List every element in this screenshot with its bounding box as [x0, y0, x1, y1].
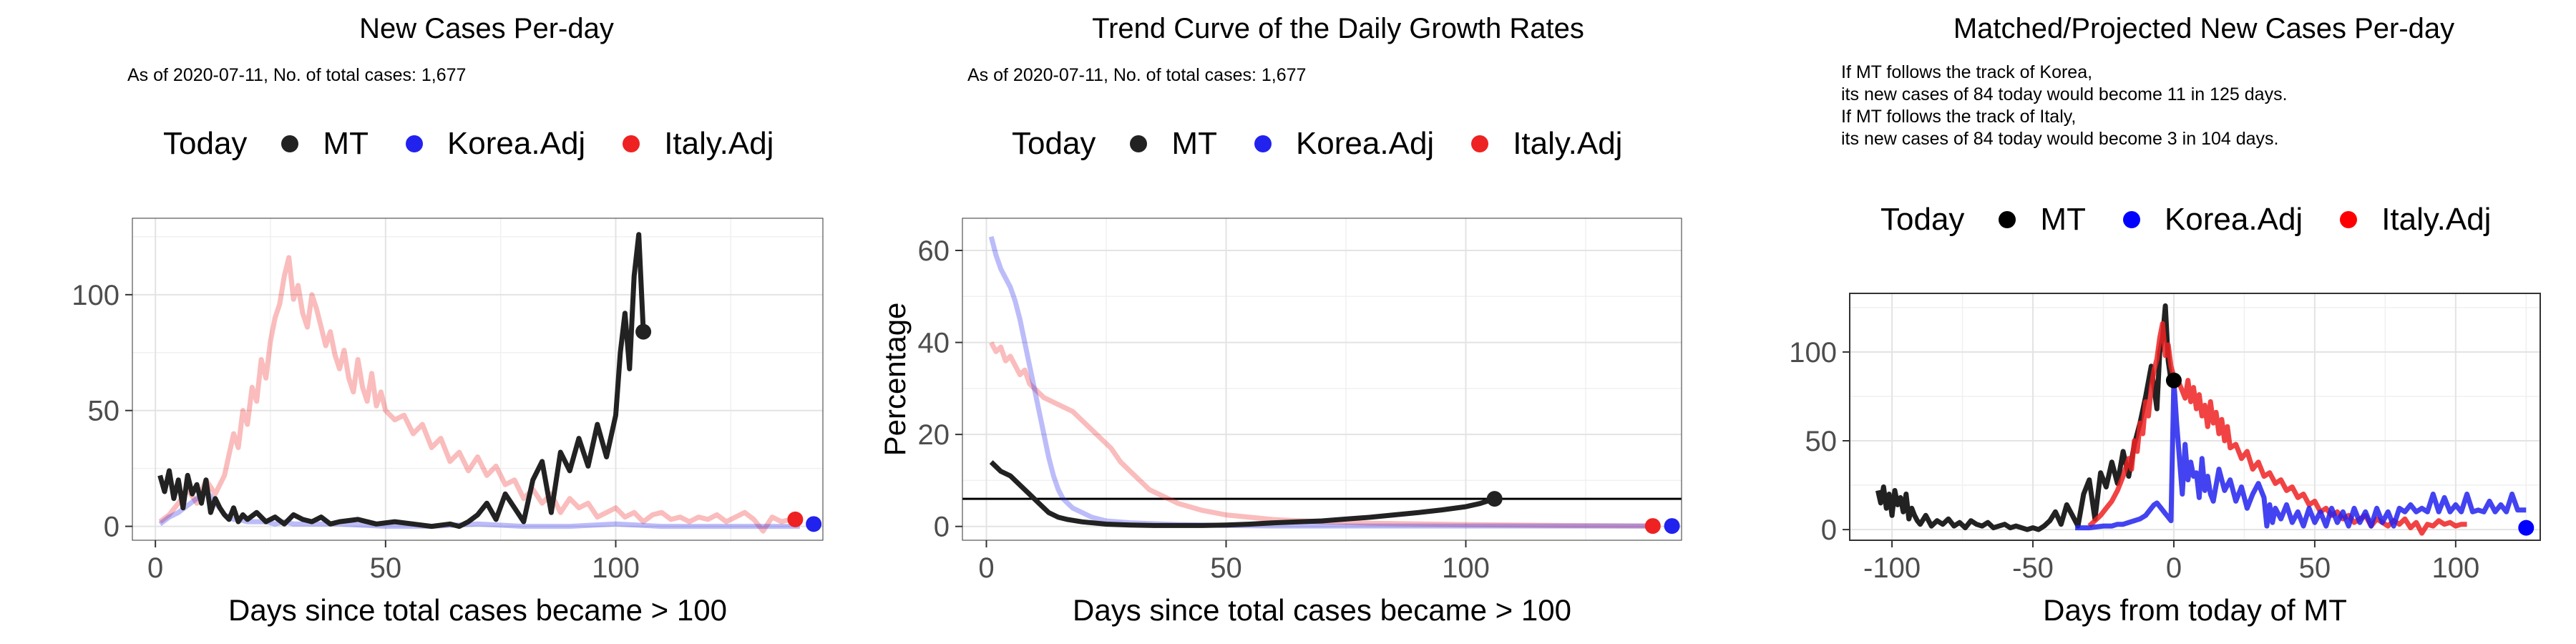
plot-border: [962, 218, 1682, 541]
legend-mt-marker: [1130, 135, 1148, 152]
series-line-mt: [989, 460, 1496, 528]
today-point-mt: [2165, 372, 2182, 389]
subtitle-line: its new cases of 84 today would become 1…: [1841, 84, 2288, 104]
x-tick-label: 100: [592, 552, 640, 584]
panel-growth-rates: Trend Curve of the Daily Growth Rates As…: [859, 0, 1717, 644]
legend-korea-label: Korea.Adj: [2164, 202, 2303, 237]
today-point-korea-adj: [806, 516, 822, 532]
legend-italy-marker: [623, 135, 640, 152]
series-line-korea-adj: [988, 235, 1658, 529]
series-line-mt: [1875, 303, 2174, 532]
chart-title: Matched/Projected New Cases Per-day: [1953, 13, 2455, 44]
panel-projected: Matched/Projected New Cases Per-day If M…: [1717, 0, 2576, 644]
legend-korea-label: Korea.Adj: [1295, 126, 1435, 161]
chart-subtitle: As of 2020-07-11, No. of total cases: 1,…: [967, 64, 1306, 87]
series-line-italy-adj: [2087, 321, 2467, 536]
subtitle-line: If MT follows the track of Italy,: [1841, 107, 2077, 127]
legend-korea-marker: [2122, 211, 2140, 228]
today-point-korea-adj: [2518, 519, 2534, 536]
legend-italy-label: Italy.Adj: [1513, 126, 1623, 161]
subtitle-line: As of 2020-07-11, No. of total cases: 1,…: [127, 65, 467, 85]
legend-korea-marker: [405, 135, 423, 152]
x-axis-title: Days since total cases became > 100: [1073, 593, 1571, 627]
legend-italy-marker: [2340, 211, 2358, 228]
x-tick-label: 50: [1210, 552, 1242, 584]
y-tick-label: 50: [88, 396, 120, 427]
x-tick-label: 100: [2431, 552, 2479, 584]
chart-subtitle: If MT follows the track of Korea, its ne…: [1841, 62, 2288, 150]
today-point-mt: [1486, 491, 1503, 507]
legend-mt-label: MT: [323, 126, 369, 161]
legend: Today MT Korea.Adj Italy.Adj: [1880, 202, 2528, 238]
legend-title: Today: [1012, 126, 1096, 161]
legend-title: Today: [163, 126, 248, 161]
today-point-korea-adj: [1664, 518, 1680, 535]
series-line-korea-adj: [2075, 378, 2527, 531]
x-tick-label: 0: [2166, 552, 2182, 584]
series-line-italy-adj: [989, 341, 1653, 529]
y-tick-label: 60: [918, 235, 950, 267]
chart-subtitle: As of 2020-07-11, No. of total cases: 1,…: [127, 64, 466, 87]
x-tick-label: 50: [2299, 552, 2331, 584]
chart-growth-rates: 0 50 100 0 20 40 60 Days since total cases beca…: [878, 218, 1682, 627]
x-tick-label: 100: [1442, 552, 1490, 584]
plot-border: [132, 218, 824, 541]
chart-title: Trend Curve of the Daily Growth Rates: [1092, 13, 1584, 44]
chart-projected: -100 -50 0 50 100 0 50 100 Days from today of MT: [1789, 293, 2541, 627]
x-tick-label: 50: [370, 552, 402, 584]
x-axis-title: Days from today of MT: [2043, 593, 2347, 627]
x-tick-label: 0: [147, 552, 163, 584]
gridlines: [132, 218, 823, 540]
y-tick-label: 0: [1821, 514, 1837, 546]
series-line-mt: [157, 232, 646, 530]
y-tick-label: 100: [72, 280, 119, 311]
y-tick-label: 40: [918, 328, 950, 359]
y-tick-label: 0: [934, 512, 950, 543]
legend-italy-marker: [1471, 135, 1489, 152]
legend-title: Today: [1880, 202, 1965, 237]
y-tick-label: 0: [104, 512, 119, 543]
plot-border: [1849, 293, 2541, 541]
today-point-italy-adj: [1644, 518, 1661, 535]
legend: Today MT Korea.Adj Italy.Adj: [163, 126, 811, 162]
x-tick-label: -50: [2012, 552, 2054, 584]
today-point-mt: [635, 323, 652, 340]
y-tick-label: 50: [1805, 426, 1838, 457]
legend-korea-marker: [1254, 135, 1272, 152]
gridlines: [962, 218, 1682, 540]
chart-new-cases: 0 50 100 0 50 100 Days since total cases becam…: [72, 218, 824, 627]
chart-title: New Cases Per-day: [359, 13, 614, 44]
legend-mt-marker: [1999, 211, 2016, 228]
legend: Today MT Korea.Adj Italy.Adj: [1012, 126, 1659, 162]
legend-korea-label: Korea.Adj: [447, 126, 586, 161]
panel-new-cases: New Cases Per-day As of 2020-07-11, No. …: [0, 0, 859, 644]
subtitle-line: As of 2020-07-11, No. of total cases: 1,…: [967, 65, 1307, 85]
y-tick-label: 100: [1789, 337, 1837, 369]
x-axis-title: Days since total cases became > 100: [228, 593, 727, 627]
y-axis-title: Percentage: [878, 303, 912, 457]
subtitle-line: If MT follows the track of Korea,: [1841, 62, 2093, 82]
series-line-italy-adj: [158, 255, 791, 534]
x-tick-label: 0: [978, 552, 994, 584]
today-point-italy-adj: [787, 511, 804, 527]
x-tick-label: -100: [1863, 552, 1921, 584]
subtitle-line: its new cases of 84 today would become 3…: [1841, 129, 2279, 149]
legend-italy-label: Italy.Adj: [664, 126, 774, 161]
y-tick-label: 20: [918, 419, 950, 451]
legend-mt-label: MT: [2040, 202, 2086, 237]
legend-italy-label: Italy.Adj: [2381, 202, 2492, 237]
legend-mt-marker: [281, 135, 299, 152]
legend-mt-label: MT: [1171, 126, 1217, 161]
